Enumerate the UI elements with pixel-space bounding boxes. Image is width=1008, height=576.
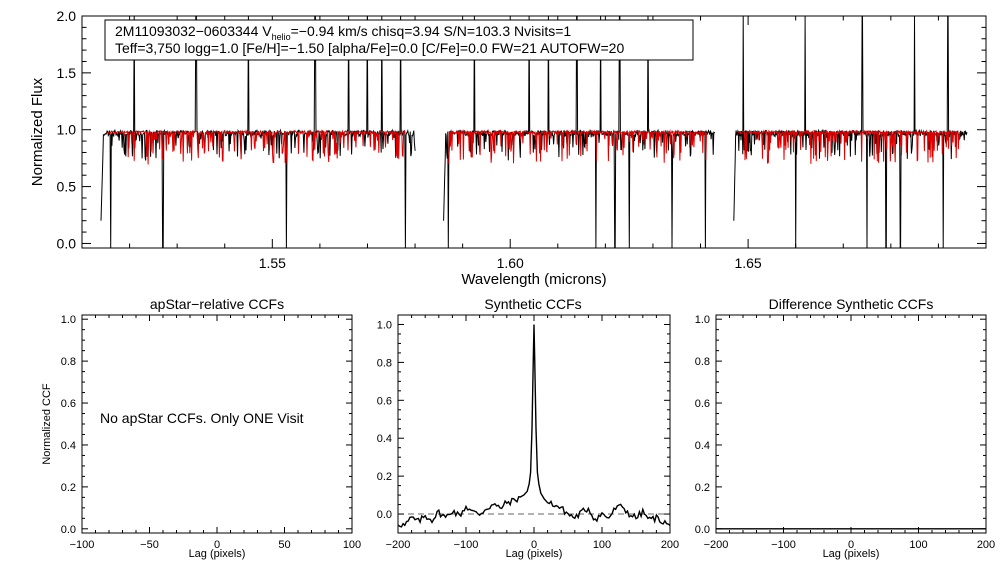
model-spectrum-chip-1 — [106, 129, 406, 165]
y-tick-label: 0.8 — [61, 356, 76, 368]
x-tick-label: −100 — [70, 539, 95, 551]
x-tick-label: 200 — [661, 539, 679, 551]
y-tick-label: 1.5 — [57, 65, 77, 81]
ccf-panel-1-x-label: Lag (pixels) — [189, 548, 246, 560]
x-tick-label: 0 — [214, 539, 220, 551]
y-tick-label: 0.6 — [377, 395, 392, 407]
ccf-panel-1-y-label: Normalized CCF — [41, 383, 53, 465]
spectrum-frame — [81, 15, 987, 249]
x-tick-label: 1.65 — [734, 255, 761, 271]
model-spectrum-layer — [106, 128, 961, 165]
ccf-panel-3-frame — [715, 314, 987, 534]
x-tick-label: 100 — [343, 539, 361, 551]
spectrum-x-label: Wavelength (microns) — [461, 271, 606, 288]
ccf-panel-2-x-label: Lag (pixels) — [506, 548, 563, 560]
spectrum-panel: 1.55 1.60 1.65 0.0 0.5 1.0 1.5 2.0 2M11093032−0… — [29, 8, 987, 288]
ccf-panel-3-title: Difference Synthetic CCFs — [769, 296, 934, 312]
y-tick-label: 0.0 — [61, 524, 76, 536]
ccf-panel-3-axes: −200 −100 0 100 200 0.0 0.2 0.4 0.6 0.8 1.0 — [695, 314, 995, 551]
spectrum-y-label: Normalized Flux — [29, 77, 46, 186]
y-tick-label: 0.8 — [695, 356, 710, 368]
info-line-1: 2M11093032−0603344 Vhelio=−0.94 km/s chi… — [115, 23, 571, 42]
y-tick-label: 0.6 — [695, 398, 710, 410]
ccf-notice: No apStar CCFs. Only ONE Visit — [100, 410, 304, 426]
y-tick-label: 1.0 — [61, 314, 76, 326]
ccf-panel-1-axes: −100 −50 0 50 100 0.0 0.2 0.4 0.6 0.8 1.0 — [61, 314, 361, 551]
y-tick-label: 0.4 — [377, 433, 392, 445]
x-tick-label: 200 — [977, 539, 995, 551]
x-tick-label: 1.60 — [497, 255, 524, 271]
ccf-panel-synthetic: Synthetic CCFs −200 −100 0 100 200 0.0 0.2 0.4 0… — [377, 296, 679, 560]
y-tick-label: 2.0 — [57, 8, 77, 24]
y-tick-label: 1.0 — [695, 314, 710, 326]
y-tick-label: 0.6 — [61, 398, 76, 410]
x-tick-label: −100 — [771, 539, 796, 551]
y-tick-label: 0.0 — [57, 235, 77, 251]
y-tick-label: 0.0 — [377, 509, 392, 521]
model-spectrum-chip-2 — [448, 128, 707, 164]
x-tick-label: −100 — [454, 539, 479, 551]
x-tick-label: 0 — [531, 539, 537, 551]
info-line-2: Teff=3,750 logg=1.0 [Fe/H]=−1.50 [alpha/… — [115, 40, 624, 56]
info-box — [104, 19, 694, 61]
y-tick-label: 0.5 — [57, 179, 77, 195]
ccf-panel-difference: Difference Synthetic CCFs −200 −100 0 100 20… — [695, 296, 995, 560]
x-tick-label: −50 — [140, 539, 159, 551]
y-tick-label: 1.0 — [57, 122, 77, 138]
x-tick-label: 50 — [278, 539, 290, 551]
y-tick-label: 0.8 — [377, 357, 392, 369]
x-tick-label: 1.55 — [259, 255, 286, 271]
ccf-panel-apstar: apStar−relative CCFs −100 −50 0 50 100 0.0 0.2… — [41, 296, 361, 560]
y-tick-label: 0.2 — [61, 482, 76, 494]
x-tick-label: 0 — [848, 539, 854, 551]
x-tick-label: 100 — [593, 539, 611, 551]
ccf-panel-3-x-label: Lag (pixels) — [823, 548, 880, 560]
ccf-panel-1-title: apStar−relative CCFs — [150, 296, 284, 312]
y-tick-label: 1.0 — [377, 319, 392, 331]
y-tick-label: 0.2 — [695, 482, 710, 494]
x-tick-label: −200 — [704, 539, 729, 551]
synthetic-ccf-line — [397, 324, 671, 528]
x-tick-label: 100 — [909, 539, 927, 551]
ccf-panel-2-title: Synthetic CCFs — [484, 296, 581, 312]
x-tick-label: −200 — [386, 539, 411, 551]
y-tick-label: 0.4 — [61, 440, 76, 452]
y-tick-label: 0.2 — [377, 471, 392, 483]
y-tick-label: 0.4 — [695, 440, 710, 452]
y-tick-label: 0.0 — [695, 524, 710, 536]
ccf-panel-2-axes: −200 −100 0 100 200 0.0 0.2 0.4 0.6 0.8 1.0 — [377, 314, 679, 551]
model-spectrum-chip-3 — [737, 128, 961, 164]
ccf-panel-2-plot — [397, 324, 671, 528]
